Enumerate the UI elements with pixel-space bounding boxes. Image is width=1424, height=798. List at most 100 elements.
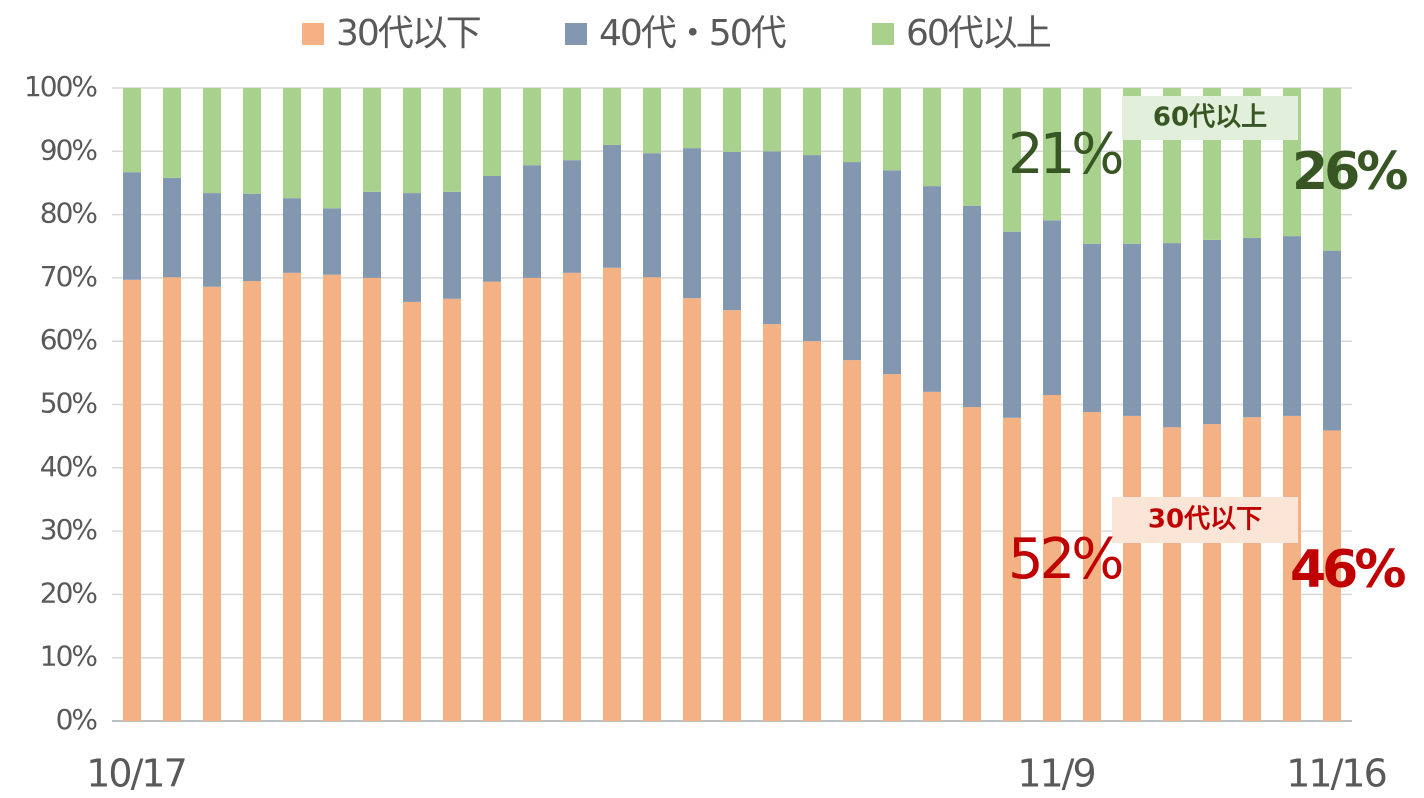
legend-label: 40代・50代 [599,13,787,54]
y-tick-label: 80% [40,197,98,230]
y-tick-label: 70% [40,260,98,293]
bar-segment [203,88,221,194]
bar-segment [1043,220,1061,396]
bar-segment [763,324,781,721]
bar-segment [203,286,221,721]
legend-swatch [565,23,587,45]
bar-segment [323,88,341,209]
bar-segment [643,277,661,721]
bar-segment [1083,88,1101,244]
bar-segment [1283,415,1301,721]
bar-segment [963,407,981,721]
x-tick-label: 10/17 [86,752,186,796]
bar-segment [1003,231,1021,418]
bar-segment [883,374,901,721]
y-tick-label: 100% [24,70,97,103]
bar-segment [563,160,581,273]
bar-segment [923,186,941,392]
bar-segment [563,88,581,161]
bar-segment [603,88,621,145]
bar-segment [763,151,781,325]
bar-segment [1323,250,1341,431]
bar-segment [683,298,701,721]
annotation: 52% [1008,527,1122,592]
bar-segment [443,298,461,721]
y-tick-label: 20% [40,576,98,609]
legend-swatch [302,23,324,45]
bar-segment [243,193,261,282]
bar-segment [963,205,981,408]
bar-segment [723,88,741,152]
y-tick-label: 50% [40,387,98,420]
annotation: 21% [1008,122,1122,187]
bar-segment [163,88,181,178]
bar-segment [763,88,781,152]
bar-segment [1323,430,1341,721]
bar-segment [243,88,261,194]
bar-segment [1043,395,1061,721]
bar-segment [443,191,461,299]
bar-segment [163,177,181,278]
bar-segment [283,272,301,721]
bar-segment [1163,427,1181,721]
bar-segment [1083,412,1101,721]
bar-segment [443,88,461,192]
bar-segment [923,391,941,721]
bar-segment [603,267,621,721]
bar-segment [243,281,261,721]
bar-segment [723,151,741,311]
bar-segment [1043,88,1061,221]
bar-segment [1243,238,1261,418]
bar-segment [923,88,941,187]
bar-segment [843,360,861,721]
bar-segment [283,198,301,273]
y-tick-label: 10% [40,640,98,673]
legend-swatch [872,23,894,45]
bar-segment [803,155,821,342]
bar-segment [523,165,541,278]
bar-segment [163,277,181,721]
bar-segment [563,272,581,721]
bar-segment [643,88,661,154]
bar-segment [723,310,741,721]
bar-segment [483,88,501,176]
bar-segment [323,208,341,275]
bar-segment [363,191,381,278]
bar-segment [283,88,301,199]
bar-segment [123,279,141,721]
bar-segment [403,193,421,302]
bar-segment [483,175,501,282]
bar-segment [203,193,221,287]
bar-segment [803,341,821,721]
bar-segment [683,88,701,149]
annotation-box [1122,96,1298,140]
bar-segment [363,88,381,192]
bar-segment [1003,88,1021,232]
legend-label: 30代以下 [336,13,481,54]
annotation-box [1112,497,1298,543]
bar-segment [523,277,541,721]
annotation: 60代以上 [1153,103,1267,133]
y-tick-label: 60% [40,323,98,356]
bar-segment [1083,243,1101,413]
bar-segment [883,170,901,375]
bar-segment [803,88,821,156]
bar-segment [403,301,421,721]
bar-segment [483,281,501,721]
bar-segment [1283,236,1301,416]
bar-segment [1003,417,1021,721]
bar-segment [123,172,141,280]
x-tick-label: 11/16 [1286,752,1386,796]
bar-segment [643,153,661,278]
bar-segment [123,88,141,173]
y-tick-label: 30% [40,513,98,546]
bar-segment [363,277,381,721]
annotation: 26% [1292,142,1407,202]
bar-segment [1123,415,1141,721]
bar-segment [1323,88,1341,251]
bar-segment [1123,243,1141,416]
bar-segment [1203,424,1221,721]
y-tick-label: 90% [40,133,98,166]
bar-segment [843,88,861,163]
